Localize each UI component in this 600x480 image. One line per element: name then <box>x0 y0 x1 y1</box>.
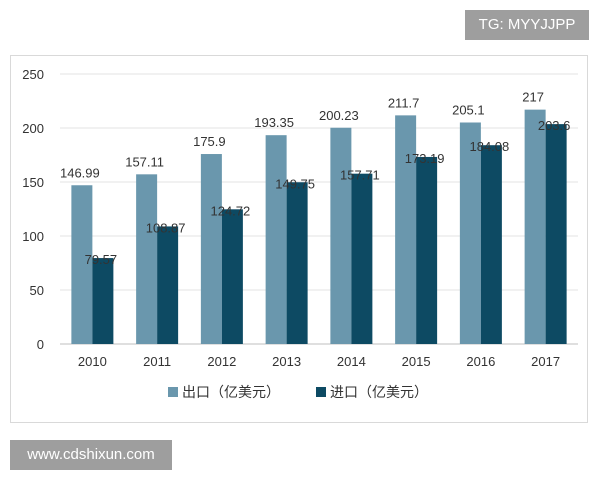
bar-import-2010 <box>92 258 114 344</box>
data-label-export-2013: 193.35 <box>254 115 294 130</box>
data-labels: 146.99 79.57 157.11 108.87 175.9 124.72 193.35… <box>60 90 570 267</box>
data-label-import-2010: 79.57 <box>85 252 118 267</box>
data-label-import-2017: 203.6 <box>538 118 571 133</box>
bar-import-2012 <box>221 209 243 344</box>
data-label-import-2016: 184.08 <box>469 139 509 154</box>
watermark-tag: TG: MYYJJPP <box>465 10 589 40</box>
y-tick-label-150: 150 <box>22 175 44 190</box>
bar-import-2014 <box>351 173 373 344</box>
y-axis-ticks: 0 50 100 150 200 250 <box>22 67 44 352</box>
bar-import-2013 <box>286 182 308 344</box>
bar-import-2017 <box>545 124 567 344</box>
bar-export-2014 <box>330 127 352 344</box>
website-watermark: www.cdshixun.com <box>10 440 172 470</box>
bar-export-2010 <box>71 185 93 344</box>
bars <box>71 109 567 344</box>
x-tick-label-2010: 2010 <box>78 354 107 369</box>
data-label-import-2013: 149.75 <box>275 176 315 191</box>
legend-label-import: 进口（亿美元） <box>330 384 428 400</box>
y-tick-label-100: 100 <box>22 229 44 244</box>
bar-export-2015 <box>395 115 417 344</box>
x-tick-label-2017: 2017 <box>531 354 560 369</box>
x-tick-label-2015: 2015 <box>402 354 431 369</box>
legend: 出口（亿美元） 进口（亿美元） <box>168 384 428 400</box>
bar-export-2017 <box>524 109 546 344</box>
bar-import-2016 <box>480 145 502 344</box>
legend-label-export: 出口（亿美元） <box>182 384 280 400</box>
data-label-import-2015: 173.19 <box>405 151 445 166</box>
legend-swatch-import <box>316 387 326 397</box>
x-tick-label-2011: 2011 <box>143 354 171 369</box>
data-label-export-2010: 146.99 <box>60 165 100 180</box>
x-tick-label-2012: 2012 <box>207 354 236 369</box>
data-label-export-2016: 205.1 <box>452 102 485 117</box>
x-tick-label-2016: 2016 <box>466 354 495 369</box>
data-label-import-2014: 157.71 <box>340 168 380 183</box>
y-tick-label-0: 0 <box>37 337 44 352</box>
bar-export-2013 <box>265 135 287 344</box>
bar-export-2016 <box>459 122 481 344</box>
bar-import-2011 <box>157 226 179 344</box>
data-label-export-2015: 211.7 <box>388 95 420 110</box>
x-tick-label-2013: 2013 <box>272 354 301 369</box>
legend-swatch-export <box>168 387 178 397</box>
x-axis-ticks: 2010 2011 2012 2013 2014 2015 2016 2017 <box>78 354 560 369</box>
y-tick-label-200: 200 <box>22 121 44 136</box>
data-label-export-2012: 175.9 <box>193 134 226 149</box>
data-label-import-2012: 124.72 <box>210 203 250 218</box>
bar-export-2012 <box>200 154 222 344</box>
y-tick-label-50: 50 <box>30 283 44 298</box>
data-label-export-2014: 200.23 <box>319 108 359 123</box>
data-label-import-2011: 108.87 <box>146 220 186 235</box>
bar-import-2015 <box>416 156 438 344</box>
data-label-export-2017: 217 <box>522 90 544 105</box>
bar-export-2011 <box>136 174 158 344</box>
y-tick-label-250: 250 <box>22 67 44 82</box>
data-label-export-2011: 157.11 <box>125 154 164 169</box>
x-tick-label-2014: 2014 <box>337 354 366 369</box>
